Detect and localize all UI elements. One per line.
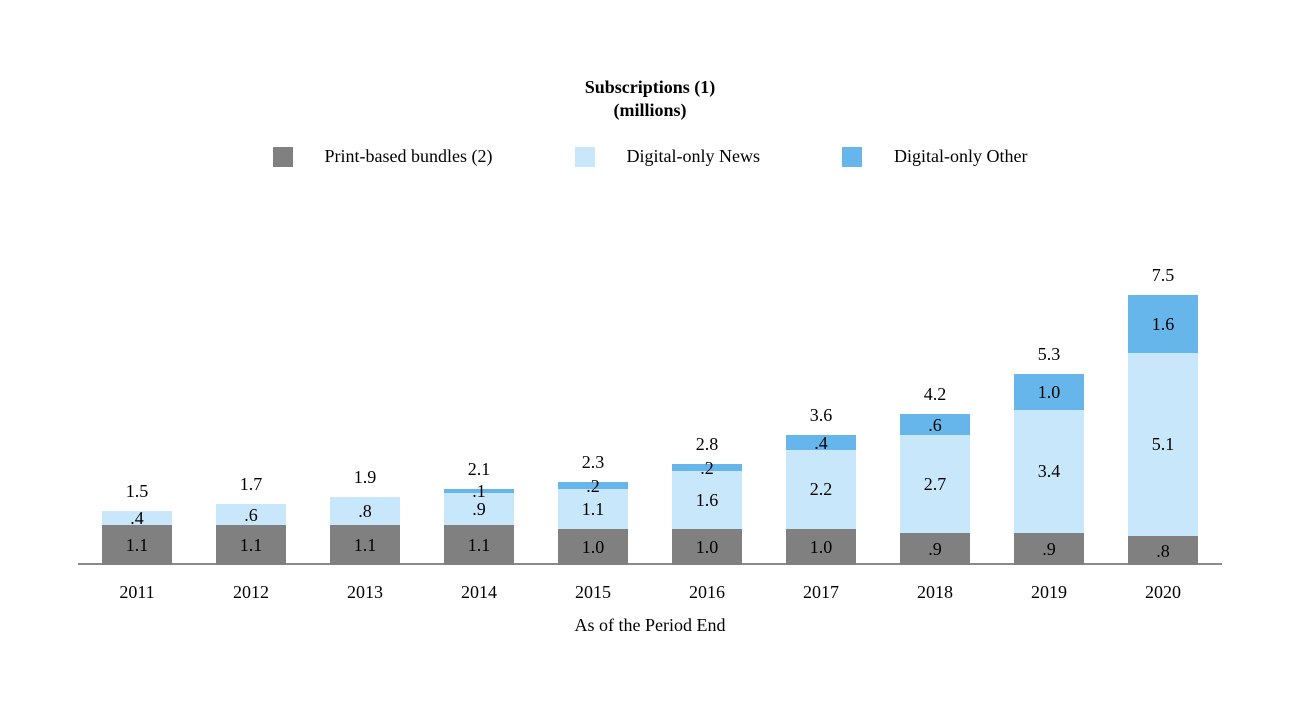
total-label: 7.5 bbox=[1151, 265, 1175, 285]
total-label: 1.7 bbox=[239, 473, 263, 494]
segment-value-label: .6 bbox=[928, 414, 942, 435]
bar-segment: .4 bbox=[102, 508, 172, 529]
bar-segment: .9 bbox=[1014, 532, 1084, 565]
bar-segment: 1.0 bbox=[558, 529, 628, 565]
plot-area: 1.1 .4 1.5 2011 1.1 .6 1.7 2012 1.1 .8 1.9 2013 1.1.… bbox=[0, 167, 1300, 601]
x-tick-label: 2018 bbox=[917, 582, 953, 602]
legend-item: Digital-only Other bbox=[841, 146, 1028, 167]
segment-value-label: 1.6 bbox=[1151, 313, 1175, 334]
x-tick-label: 2014 bbox=[461, 582, 497, 602]
x-tick-label: 2012 bbox=[233, 582, 269, 602]
segment-value-label: .8 bbox=[358, 501, 372, 521]
segment-value-label: 1.0 bbox=[581, 537, 605, 557]
segment-value-label: 1.0 bbox=[809, 537, 833, 557]
segment-value-label: 1.0 bbox=[695, 537, 719, 557]
segment-value-label: .4 bbox=[814, 432, 828, 453]
segment-value-label: 1.6 bbox=[695, 490, 719, 511]
segment-value-label: 1.1 bbox=[467, 535, 491, 556]
bar-segment: .4 bbox=[786, 432, 856, 453]
legend-label: Digital-only News bbox=[626, 146, 760, 166]
bar-segment: 1.1 bbox=[444, 525, 514, 565]
segment-value-label: 3.4 bbox=[1037, 461, 1061, 482]
bar-segment: .6 bbox=[216, 503, 286, 526]
legend-item: Digital-only News bbox=[574, 146, 760, 167]
total-label: 2.1 bbox=[467, 459, 491, 480]
total-label: 2.8 bbox=[695, 434, 719, 455]
bar-segment: .8 bbox=[330, 496, 400, 526]
bar-segment: 1.0 bbox=[786, 529, 856, 565]
legend-label: Print-based bundles (2) bbox=[324, 146, 493, 166]
legend: Print-based bundles (2) Digital-only News… bbox=[0, 146, 1300, 167]
segment-value-label: 1.1 bbox=[581, 499, 605, 520]
subscriptions-chart: Subscriptions (1) (millions) Print-based… bbox=[0, 77, 1300, 635]
x-axis-title: As of the Period End bbox=[574, 615, 726, 635]
bar-segment: 1.1 bbox=[102, 525, 172, 565]
bar-segment: 1.1 bbox=[558, 489, 628, 529]
segment-value-label: .2 bbox=[700, 457, 714, 478]
legend-swatch bbox=[574, 146, 595, 167]
bar-segment: 1.6 bbox=[672, 471, 742, 529]
legend-label: Digital-only Other bbox=[893, 146, 1028, 166]
x-tick-label: 2017 bbox=[803, 582, 839, 602]
legend-swatch bbox=[272, 146, 293, 167]
segment-value-label: .9 bbox=[472, 499, 486, 520]
bar-segment: .8 bbox=[1128, 536, 1198, 565]
bar-segment: 1.0 bbox=[672, 529, 742, 565]
bar-segment: 1.1 bbox=[216, 525, 286, 565]
bar-segment: 5.1 bbox=[1128, 352, 1198, 537]
segment-value-label: 2.7 bbox=[923, 474, 947, 495]
bar-segment: 1.6 bbox=[1128, 295, 1198, 353]
x-tick-label: 2016 bbox=[689, 582, 725, 602]
segment-value-label: 2.2 bbox=[809, 479, 833, 500]
total-label: 2.3 bbox=[581, 452, 605, 473]
x-tick-label: 2020 bbox=[1145, 582, 1181, 602]
segment-value-label: .4 bbox=[130, 508, 144, 529]
x-tick-label: 2019 bbox=[1031, 582, 1067, 602]
segment-value-label: .6 bbox=[244, 504, 258, 525]
bar-segment: 1.1 bbox=[330, 525, 400, 565]
bar-segment: .6 bbox=[900, 413, 970, 436]
total-label: 1.5 bbox=[125, 481, 149, 501]
bar-segment: 3.4 bbox=[1014, 410, 1084, 533]
bar-segment: .1 bbox=[444, 482, 514, 500]
chart-subtitle: (millions) bbox=[613, 100, 687, 120]
x-tick-label: 2015 bbox=[575, 582, 611, 602]
segment-value-label: 1.1 bbox=[239, 535, 263, 556]
total-label: 4.2 bbox=[923, 383, 947, 404]
bar-segment: .9 bbox=[444, 493, 514, 526]
segment-value-label: .9 bbox=[1042, 538, 1056, 559]
chart-title: Subscriptions (1) bbox=[584, 77, 716, 97]
segment-value-label: .1 bbox=[472, 481, 486, 502]
segment-value-label: .2 bbox=[586, 475, 600, 496]
x-axis-line bbox=[78, 563, 1222, 565]
segment-value-label: 5.1 bbox=[1151, 434, 1175, 455]
segment-value-label: 1.1 bbox=[125, 535, 149, 556]
x-tick-label: 2011 bbox=[119, 582, 155, 602]
legend-item: Print-based bundles (2) bbox=[272, 146, 493, 167]
total-label: 5.3 bbox=[1037, 344, 1061, 365]
segment-value-label: 1.1 bbox=[353, 535, 377, 556]
bar-segment: 2.7 bbox=[900, 435, 970, 533]
segment-value-label: .9 bbox=[928, 538, 942, 559]
total-label: 1.9 bbox=[353, 466, 377, 487]
segment-value-label: .8 bbox=[1156, 540, 1170, 561]
total-label: 3.6 bbox=[809, 405, 833, 426]
bar-segment: .9 bbox=[900, 532, 970, 565]
bar-segment: 2.2 bbox=[786, 449, 856, 529]
legend-swatch bbox=[841, 146, 862, 167]
bar-segment: .2 bbox=[672, 459, 742, 477]
x-tick-label: 2013 bbox=[347, 582, 383, 602]
segment-value-label: 1.0 bbox=[1037, 382, 1061, 403]
bar-segment: .2 bbox=[558, 477, 628, 495]
bar-segment: 1.0 bbox=[1014, 374, 1084, 411]
